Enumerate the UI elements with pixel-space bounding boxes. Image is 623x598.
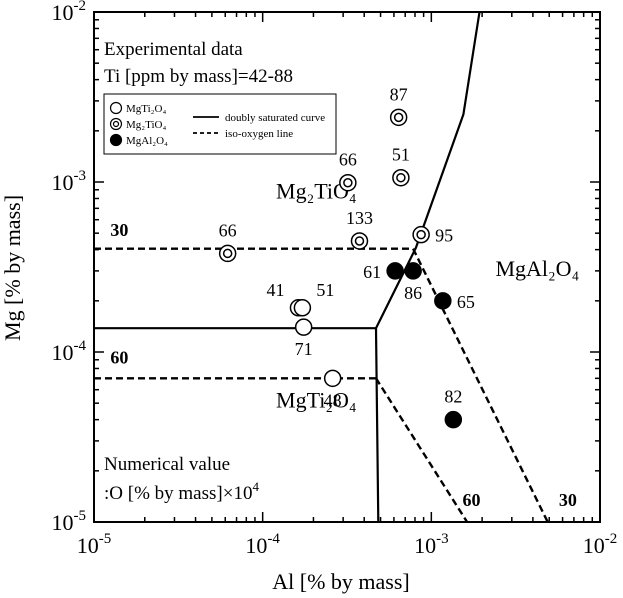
mgti2o4-point (293, 299, 312, 317)
y-tick-exp: -2 (74, 0, 87, 14)
legend-label-iso-oxygen: iso-oxygen line (225, 128, 293, 140)
mg2tio4-point-inner (416, 229, 426, 240)
point-label: 66 (219, 220, 237, 240)
point-label: 51 (392, 145, 410, 165)
x-tick-base: 10 (583, 533, 605, 558)
y-tick-label: 10-3 (52, 168, 87, 195)
mg2tio4-point-inner (354, 236, 365, 246)
x-tick-exp: -4 (267, 531, 280, 547)
mgti2o4-point (323, 369, 342, 388)
point-label: 86 (404, 283, 422, 303)
iso-oxygen-line (374, 377, 469, 523)
iso-oxygen-line (412, 248, 549, 523)
x-tick-exp: -3 (436, 531, 449, 547)
x-tick-base: 10 (414, 533, 436, 558)
numerical-value-unit-exp: 4 (252, 479, 259, 494)
region-label: MgTi₂O₄ (276, 388, 357, 413)
x-tick-label: 10-5 (77, 531, 112, 558)
y-tick-base: 10 (52, 510, 74, 535)
point-label: 61 (363, 262, 381, 282)
y-tick-label: 10-4 (52, 338, 87, 365)
doubly-saturated-curve (374, 328, 380, 523)
legend-label-mg2tio4: Mg₂TiO₄ (126, 119, 166, 131)
mgal2o4-point (404, 262, 422, 280)
numerical-value-unit: :O [% by mass]×104 (104, 479, 259, 504)
x-tick-label: 10-4 (245, 531, 280, 558)
point-label: 41 (266, 280, 284, 300)
legend-marker-mg2tio4-inner (112, 120, 120, 128)
doubly-saturated-curve (94, 11, 481, 330)
point-label: 51 (316, 280, 334, 300)
mg2tio4-point-inner (393, 112, 404, 123)
point-label: 66 (339, 150, 357, 170)
y-tick-base: 10 (52, 0, 74, 25)
y-tick-exp: -4 (74, 338, 87, 354)
mg2tio4-point-inner (396, 172, 406, 183)
mgal2o4-point (444, 410, 463, 429)
iso-oxygen-end-label: 30 (559, 490, 577, 510)
point-label: 133 (346, 208, 373, 228)
legend-marker-mgal2o4 (109, 133, 123, 147)
x-tick-base: 10 (77, 533, 99, 558)
y-tick-base: 10 (52, 340, 74, 365)
plot-frame (93, 11, 601, 523)
point-label: 87 (390, 84, 408, 104)
point-label: 82 (444, 387, 462, 407)
info-box: Experimental data Ti [ppm by mass]=42-88… (104, 39, 293, 504)
mgal2o4-point (386, 262, 404, 280)
y-tick-label: 10-5 (52, 508, 87, 535)
x-tick-label: 10-3 (414, 531, 449, 558)
mgti2o4-point (294, 318, 313, 336)
x-tick-label: 10-2 (583, 531, 618, 558)
point-label: 65 (457, 292, 475, 312)
x-axis-label: Al [% by mass] (272, 569, 409, 594)
axes: 10-5 10-4 10-3 10-210-510-410-310-2 (52, 0, 618, 558)
point-label: 95 (435, 226, 453, 246)
x-tick-base: 10 (245, 533, 267, 558)
y-tick-label: 10-2 (52, 0, 87, 25)
y-tick-exp: -3 (74, 168, 87, 184)
legend: MgTi₂O₄ Mg₂TiO₄ MgAl₂O₄ doubly saturated… (103, 93, 337, 155)
mg2tio4-point-inner (222, 248, 233, 259)
x-tick-exp: -5 (99, 531, 112, 547)
legend-box (103, 93, 337, 155)
iso-oxygen-label: 30 (110, 220, 128, 240)
numerical-value-title: Numerical value (104, 454, 230, 475)
legend-label-doubly-saturated: doubly saturated curve (225, 112, 325, 124)
mgal2o4-point (434, 292, 452, 310)
x-tick-exp: -2 (605, 531, 618, 547)
legend-label-mgti2o4: MgTi₂O₄ (126, 103, 166, 115)
y-tick-exp: -5 (74, 508, 87, 524)
iso-oxygen-end-label: 60 (462, 490, 480, 510)
point-label: 48 (324, 390, 342, 410)
numerical-value-unit-text: :O [% by mass]×10 (104, 483, 252, 504)
iso-oxygen-label: 60 (110, 348, 128, 368)
legend-label-mgal2o4: MgAl₂O₄ (126, 135, 168, 147)
info-ti-range: Ti [ppm by mass]=42-88 (104, 66, 293, 87)
point-label: 71 (295, 339, 313, 359)
y-tick-base: 10 (52, 170, 74, 195)
y-axis-label: Mg [% by mass] (0, 195, 25, 341)
info-title: Experimental data (104, 39, 243, 60)
region-label: MgAl₂O₄ (495, 256, 579, 281)
legend-marker-mgti2o4 (109, 101, 123, 115)
mg2tio4-point-inner (343, 177, 353, 188)
